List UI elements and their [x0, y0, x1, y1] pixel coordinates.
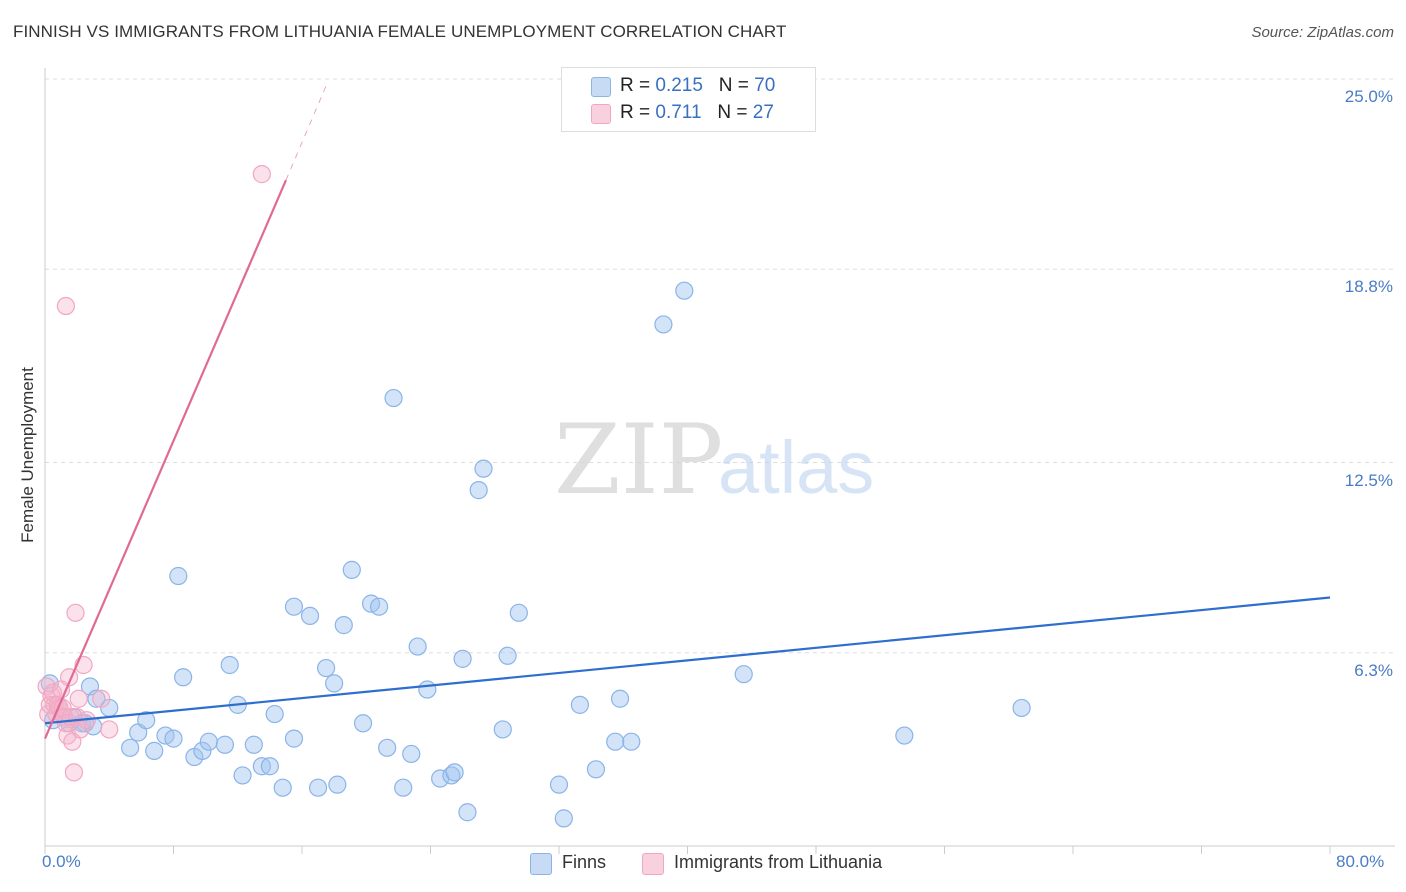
finns-point [137, 711, 156, 730]
lithuania-point [56, 296, 75, 316]
finns-point [121, 738, 140, 757]
legend-row-finns: R = 0.215 N = 70 [620, 75, 775, 97]
finns-point [370, 597, 389, 616]
finns-point [509, 603, 528, 622]
finns-point [549, 775, 569, 794]
finns-point [260, 757, 279, 776]
finns-point [87, 689, 106, 708]
legend-r-value: 0.711 [655, 102, 702, 123]
finns-point [169, 566, 188, 586]
finns-point [453, 649, 472, 668]
legend-r-label: R = [620, 102, 651, 123]
lithuania-point [66, 603, 85, 622]
legend-swatch-finns [591, 77, 611, 97]
legend-r-value: 0.215 [655, 75, 703, 96]
finns-point [895, 726, 914, 745]
lithuania-point [69, 689, 88, 708]
finns-point [325, 674, 344, 693]
finns-point [493, 720, 512, 739]
y-tick-label: 25.0% [1344, 87, 1393, 106]
finns-point [284, 729, 304, 748]
finns-trend-line [44, 596, 1331, 725]
bottom-legend-swatch-finns [530, 853, 552, 875]
finns-point [353, 714, 373, 733]
bottom-legend-swatch-lithuania [642, 853, 664, 875]
grid-lines [45, 78, 1395, 654]
finns-point [734, 665, 753, 684]
finns-point [622, 732, 641, 751]
finns-point [316, 658, 336, 678]
finns-point [378, 738, 397, 757]
finns-point [193, 741, 212, 760]
finns-point [1012, 698, 1031, 718]
legend-n-value: 70 [754, 75, 776, 96]
lithuania-point [92, 689, 111, 708]
finns-point [402, 744, 421, 764]
finns-point [654, 315, 673, 334]
finns-point [164, 729, 183, 748]
y-tick-label: 6.3% [1354, 660, 1393, 680]
lithuania-trend-line [43, 179, 287, 740]
x-tick-min: 0.0% [42, 852, 81, 871]
finns-point [474, 459, 493, 478]
finns-point [334, 616, 353, 635]
finns-point [328, 775, 347, 794]
lithuania-trend-extension [285, 81, 329, 181]
finns-point [215, 735, 234, 754]
finns-point [174, 668, 193, 687]
lithuania-points [37, 165, 271, 782]
lithuania-point [64, 763, 84, 782]
finns-point [570, 695, 589, 714]
lithuania-point [252, 165, 271, 184]
finns-point [308, 778, 328, 797]
y-tick-label: 18.8% [1344, 277, 1393, 297]
x-tick-max: 80.0% [1336, 852, 1385, 871]
finns-point [394, 778, 413, 797]
bottom-legend-lithuania: Immigrants from Lithuania [674, 852, 883, 872]
finns-point [342, 560, 361, 579]
y-tick-label: 12.5% [1344, 470, 1393, 490]
correlation-legend: R = 0.215 N = 70 R = 0.711 N = 27 [561, 67, 816, 132]
finns-point [418, 680, 437, 699]
finns-point [554, 809, 573, 828]
finns-point [458, 803, 477, 822]
finns-point [675, 281, 694, 300]
finns-point [586, 760, 606, 779]
legend-n-value: 27 [752, 102, 774, 123]
legend-swatch-lithuania [591, 104, 611, 124]
legend-row-lithuania: R = 0.711 N = 27 [620, 102, 774, 124]
finns-point [445, 763, 464, 782]
finns-point [498, 646, 517, 665]
finns-point [265, 704, 284, 724]
finns-point [233, 766, 252, 785]
chart-source: Source: ZipAtlas.com [1251, 24, 1394, 41]
finns-point [610, 689, 630, 708]
finns-point [284, 597, 304, 616]
finns-point [384, 388, 403, 408]
bottom-legend-finns: Finns [562, 852, 607, 872]
finns-point [408, 637, 427, 656]
legend-n-label: N = [718, 75, 749, 96]
finns-point [273, 778, 292, 797]
finns-point [244, 735, 263, 754]
watermark-zip: ZIP [554, 404, 723, 516]
finns-point [300, 606, 320, 626]
legend-n-label: N = [717, 102, 748, 123]
chart-title: FINNISH VS IMMIGRANTS FROM LITHUANIA FEM… [13, 22, 787, 41]
finns-point [606, 732, 625, 751]
finns-points [40, 281, 1031, 828]
trend-lines [43, 81, 1331, 740]
finns-point [442, 766, 461, 785]
finns-point [469, 481, 488, 500]
lithuania-point [100, 720, 119, 739]
legend-r-label: R = [620, 75, 651, 96]
finns-point [145, 741, 164, 760]
watermark-atlas: atlas [718, 426, 874, 509]
finns-point [199, 732, 218, 751]
finns-point [220, 655, 239, 675]
